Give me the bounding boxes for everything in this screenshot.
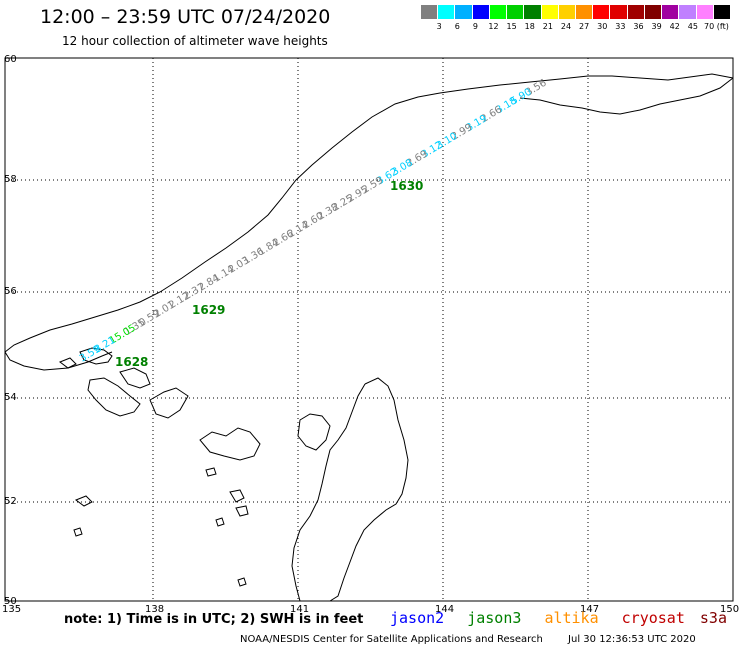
generation-timestamp: Jul 30 12:36:53 UTC 2020: [568, 634, 696, 645]
coast-lakes: [199, 427, 261, 461]
page-subtitle: 12 hour collection of altimeter wave hei…: [62, 34, 328, 48]
lat-label: 60: [4, 54, 17, 65]
scale-label: 45: [687, 22, 698, 31]
scale-label: 70 (ft): [704, 22, 729, 31]
graticule: [5, 58, 733, 601]
satellite-legend: jason2 jason3 altika cryosat s3a: [390, 609, 740, 627]
color-swatch: [644, 5, 663, 19]
color-swatch: [679, 5, 697, 19]
scale-label: 6: [454, 22, 460, 31]
island-small-1: [58, 357, 77, 369]
scale-label: 3: [436, 22, 442, 31]
scale-label: 27: [579, 22, 590, 31]
lon-label: 147: [580, 604, 599, 615]
lake-5: [215, 517, 225, 527]
lat-label: 56: [4, 286, 17, 297]
lon-label: 141: [290, 604, 309, 615]
page-title: 12:00 – 23:59 UTC 07/24/2020: [40, 6, 331, 28]
scale-label: 33: [615, 22, 626, 31]
axis-labels: 60 58 56 54 52 50 135 138 141 144 147 15…: [2, 54, 739, 615]
footer-credit: NOAA/NESDIS Center for Satellite Applica…: [240, 634, 696, 645]
sakhalin-island: [291, 377, 409, 602]
coast-tatar-bay: [297, 413, 331, 451]
satellite-track: 3.565.903.182.663.192.993.103.122.693.08…: [78, 78, 549, 369]
color-swatch: [455, 5, 473, 19]
color-scale-bar: [421, 5, 731, 19]
color-scale-labels: 3 6 9 12 15 18 21 24 27 30 33 36 39 42 45 70 (ft): [421, 22, 731, 31]
scale-label: 21: [542, 22, 553, 31]
color-swatch: [489, 5, 508, 19]
lake-2: [235, 505, 249, 517]
island-small-2: [119, 367, 151, 389]
coast-sakhalin-gulf: [149, 387, 189, 419]
pass-time-label: 1628: [115, 355, 148, 369]
color-swatch: [627, 5, 645, 19]
pass-time-label: 1630: [390, 179, 423, 193]
map-frame: [4, 57, 734, 602]
island-shantar: [79, 347, 113, 365]
coast-amur-bay: [87, 377, 141, 417]
color-swatch: [696, 5, 714, 19]
lake-3: [74, 495, 93, 507]
satellite-cryosat: cryosat: [621, 609, 685, 627]
scale-label: 42: [669, 22, 680, 31]
scale-label: 24: [560, 22, 572, 31]
coastline-west-gulf: [4, 351, 113, 371]
color-swatch: [524, 5, 542, 19]
lake-7: [205, 467, 217, 477]
credit-text: NOAA/NESDIS Center for Satellite Applica…: [240, 634, 543, 645]
color-scale-legend: 3 6 9 12 15 18 21 24 27 30 33 36 39 42 45 70 (ft): [421, 5, 731, 31]
scale-label: 9: [472, 22, 478, 31]
satellite-altika: altika: [544, 609, 599, 627]
lake-4: [73, 527, 83, 537]
lat-label: 50: [4, 596, 17, 607]
color-swatch: [541, 5, 559, 19]
scale-label: 15: [506, 22, 517, 31]
lat-label: 54: [4, 392, 17, 403]
lon-label: 135: [2, 604, 21, 615]
coastline-kamchatka-gulf: [519, 77, 734, 115]
scale-label: 36: [633, 22, 644, 31]
color-swatch: [507, 5, 525, 19]
lake-6: [237, 577, 247, 587]
footer-note: note: 1) Time is in UTC; 2) SWH is in fe…: [64, 612, 364, 627]
scale-label: 39: [651, 22, 662, 31]
lon-label: 138: [145, 604, 164, 615]
color-swatch: [593, 5, 611, 19]
color-swatch: [472, 5, 490, 19]
color-swatch: [575, 5, 594, 19]
satellite-s3a: s3a: [699, 609, 727, 627]
scale-label: 18: [524, 22, 535, 31]
satellite-jason2: jason2: [390, 609, 445, 627]
lake-1: [229, 489, 245, 503]
scale-label: 12: [488, 22, 499, 31]
pass-time-label: 1629: [192, 303, 225, 317]
lat-label: 58: [4, 174, 17, 185]
satellite-jason3: jason3: [467, 609, 522, 627]
lon-label: 150: [720, 604, 739, 615]
lat-label: 52: [4, 496, 17, 507]
scale-label: 30: [597, 22, 608, 31]
color-swatch: [713, 5, 731, 19]
color-swatch: [662, 5, 680, 19]
lon-label: 144: [435, 604, 454, 615]
color-swatch: [558, 5, 576, 19]
color-swatch: [610, 5, 628, 19]
color-swatch: [438, 5, 456, 19]
color-swatch: [421, 5, 439, 19]
coastline-north: [4, 73, 734, 353]
